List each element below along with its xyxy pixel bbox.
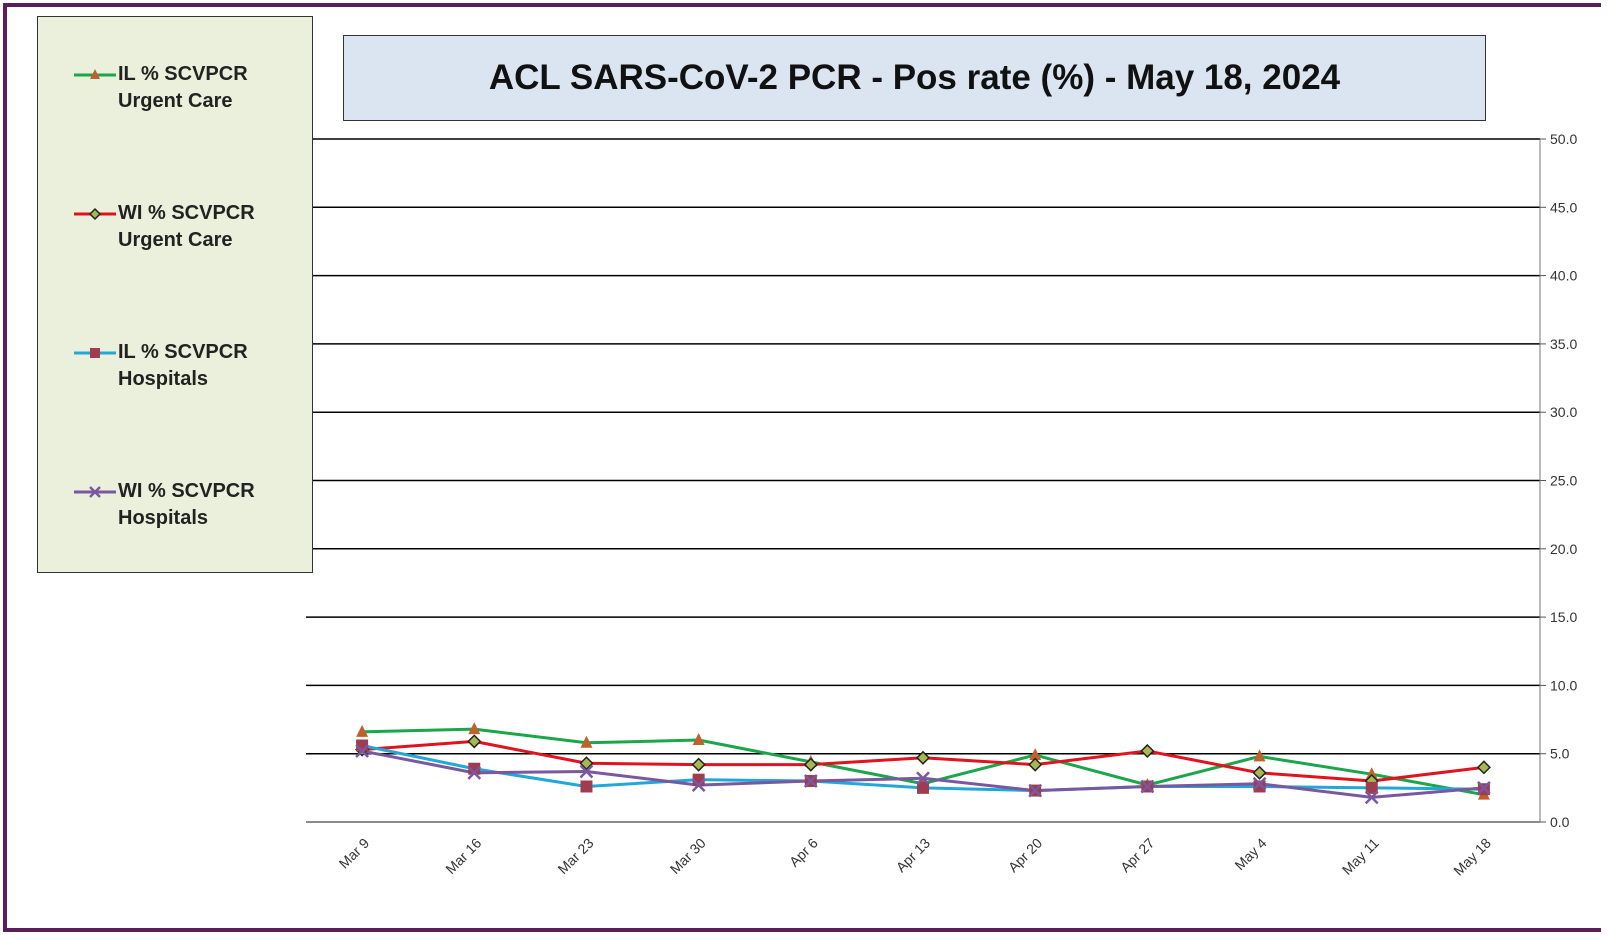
marker [355, 744, 369, 758]
marker [579, 764, 594, 779]
marker [467, 734, 482, 749]
x-tick-label: Apr 6 [786, 835, 821, 870]
legend: IL % SCVPCR Urgent Care WI % SCVPCR Urgen… [37, 16, 313, 573]
y-tick-label: 45.0 [1550, 199, 1577, 215]
y-tick-label: 35.0 [1550, 336, 1577, 352]
legend-symbol [74, 348, 116, 358]
marker [915, 750, 931, 765]
x-tick-label: Mar 30 [667, 835, 709, 877]
marker [356, 724, 369, 737]
y-tick-label: 15.0 [1550, 609, 1577, 625]
frame [3, 3, 1601, 932]
y-tick-label: 30.0 [1550, 404, 1577, 420]
legend-label: WI % SCVPCR Hospitals [118, 480, 255, 529]
marker [1365, 781, 1378, 794]
marker [89, 486, 101, 498]
chart-title: ACL SARS-CoV-2 PCR - Pos rate (%) - May … [343, 35, 1486, 121]
marker [1253, 749, 1266, 762]
marker [1477, 780, 1491, 795]
marker [1253, 780, 1266, 793]
marker [691, 778, 706, 793]
marker [1029, 748, 1042, 761]
marker [88, 207, 102, 221]
marker [803, 774, 818, 788]
marker [467, 765, 482, 780]
marker [803, 757, 818, 772]
marker [1028, 757, 1043, 772]
x-tick-label: May 11 [1339, 835, 1382, 878]
marker [1140, 779, 1155, 794]
legend-label: WI % SCVPCR Urgent Care [118, 202, 255, 251]
marker [1252, 765, 1267, 780]
y-tick-label: 20.0 [1550, 541, 1577, 557]
marker [1252, 776, 1267, 791]
marker [691, 757, 706, 772]
marker [1364, 790, 1379, 805]
marker [468, 722, 481, 735]
x-tick-label: May 18 [1450, 835, 1494, 879]
marker [468, 762, 481, 775]
marker [916, 771, 930, 786]
y-tick-label: 5.0 [1550, 746, 1570, 762]
y-tick-label: 40.0 [1550, 268, 1577, 284]
x-tick-label: Apr 27 [1117, 835, 1158, 876]
y-tick-label: 10.0 [1550, 677, 1577, 693]
marker [1028, 783, 1043, 798]
legend-symbol [74, 207, 116, 221]
marker [1140, 743, 1155, 759]
y-tick-label: 0.0 [1550, 814, 1570, 830]
x-tick-label: May 4 [1231, 835, 1269, 873]
legend-label: IL % SCVPCR Urgent Care [118, 63, 248, 112]
marker [90, 69, 100, 79]
marker [90, 348, 100, 358]
legend-symbol [74, 69, 116, 79]
marker [1365, 767, 1378, 780]
x-tick-label: Mar 9 [336, 835, 373, 872]
marker [917, 781, 929, 794]
marker [579, 756, 594, 771]
y-tick-label: 25.0 [1550, 473, 1577, 489]
marker [580, 780, 593, 793]
x-tick-label: Apr 20 [1005, 835, 1046, 876]
x-tick-label: Mar 23 [554, 835, 596, 877]
x-tick-label: Mar 16 [442, 835, 484, 877]
x-tick-label: Apr 13 [893, 835, 934, 876]
legend-label: IL % SCVPCR Hospitals [118, 341, 248, 390]
marker [1476, 760, 1491, 775]
marker [692, 733, 705, 746]
y-tick-label: 50.0 [1550, 131, 1577, 147]
marker [580, 735, 593, 748]
legend-symbol [74, 486, 116, 498]
